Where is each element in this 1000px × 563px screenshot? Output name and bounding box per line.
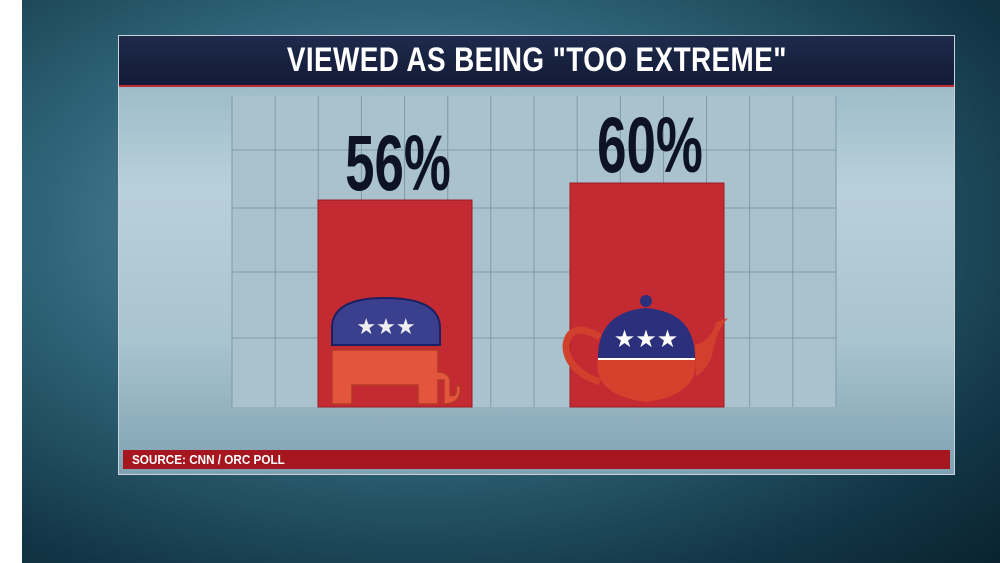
svg-text:★★★: ★★★ bbox=[356, 314, 415, 339]
source-bar: SOURCE: CNN / ORC POLL bbox=[123, 450, 950, 469]
svg-text:★★★: ★★★ bbox=[614, 326, 679, 353]
elephant-icon: ★★★ bbox=[331, 296, 461, 405]
teapot-icon: ★★★ bbox=[562, 295, 728, 402]
chart-title: VIEWED AS BEING "TOO EXTREME" bbox=[286, 41, 787, 79]
source-text: SOURCE: CNN / ORC POLL bbox=[132, 452, 285, 467]
title-bar: VIEWED AS BEING "TOO EXTREME" bbox=[119, 36, 954, 87]
bar-label-republican: 56% bbox=[345, 119, 451, 207]
bar-label-tea-party: 60% bbox=[597, 101, 703, 189]
